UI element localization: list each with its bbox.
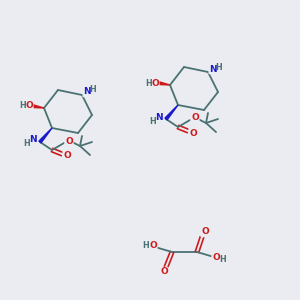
Text: O: O xyxy=(212,254,220,262)
Text: N: N xyxy=(29,136,37,145)
Text: O: O xyxy=(201,227,209,236)
Text: H: H xyxy=(142,241,149,250)
Text: H: H xyxy=(146,79,152,88)
Text: O: O xyxy=(191,113,199,122)
Text: H: H xyxy=(24,140,30,148)
Text: O: O xyxy=(63,152,71,160)
Text: H: H xyxy=(20,101,26,110)
Text: H: H xyxy=(90,85,96,94)
Text: H: H xyxy=(216,62,222,71)
Text: O: O xyxy=(25,101,33,110)
Text: O: O xyxy=(65,136,73,146)
Polygon shape xyxy=(39,128,52,143)
Text: H: H xyxy=(220,254,226,263)
Text: O: O xyxy=(151,79,159,88)
Text: H: H xyxy=(150,116,156,125)
Text: O: O xyxy=(160,268,168,277)
Text: N: N xyxy=(209,64,217,74)
Text: N: N xyxy=(155,112,163,122)
Text: O: O xyxy=(149,242,157,250)
Text: N: N xyxy=(83,88,91,97)
Polygon shape xyxy=(32,104,44,108)
Polygon shape xyxy=(158,82,170,85)
Text: O: O xyxy=(189,128,197,137)
Polygon shape xyxy=(165,105,178,120)
